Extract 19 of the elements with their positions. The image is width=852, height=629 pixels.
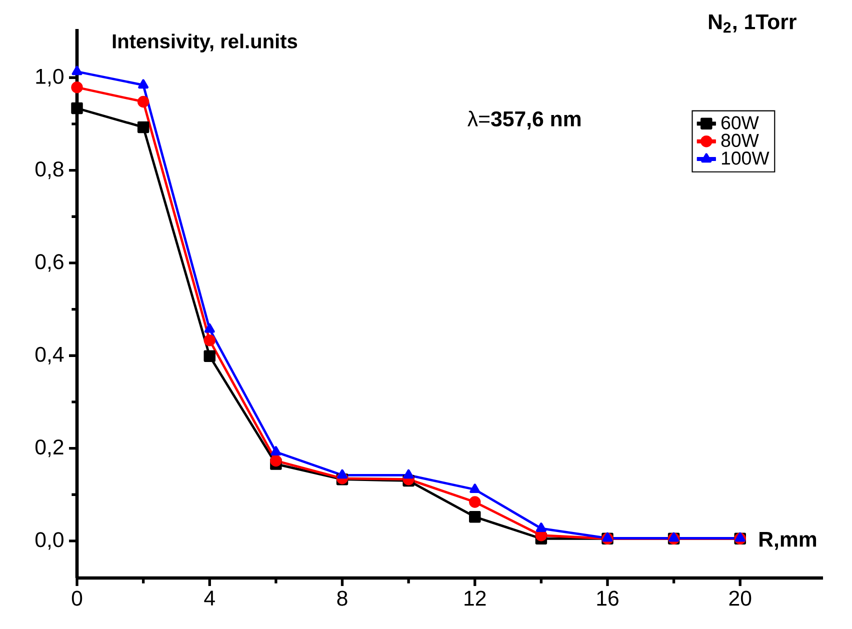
x-axis-title: R,mm — [760, 532, 816, 550]
y-tick-label: 0,2 — [35, 439, 64, 458]
x-tick-label: 16 — [597, 590, 618, 606]
y-tick-label: 1,0 — [36, 68, 64, 86]
annotation: λ=357,6 nm — [468, 110, 580, 130]
y-axis-title: Intensivity, rel.units — [112, 34, 298, 52]
y-tick-label: 0,8 — [35, 161, 64, 180]
legend-label: 100W — [722, 152, 770, 165]
x-tick-label: 12 — [464, 590, 486, 606]
x-tick-label: 8 — [337, 590, 348, 606]
x-tick-label: 0 — [72, 590, 82, 606]
legend-label: 80W — [721, 134, 759, 148]
y-tick-label: 0,0 — [35, 532, 64, 550]
x-tick-label: 20 — [729, 590, 752, 606]
y-tick-label: 0,4 — [35, 346, 64, 364]
legend-label: 60W — [721, 116, 759, 130]
x-tick-label: 4 — [204, 590, 215, 606]
text: N$_{2}$, 1Torr — [708, 14, 796, 33]
y-tick-label: 0,6 — [35, 254, 64, 272]
